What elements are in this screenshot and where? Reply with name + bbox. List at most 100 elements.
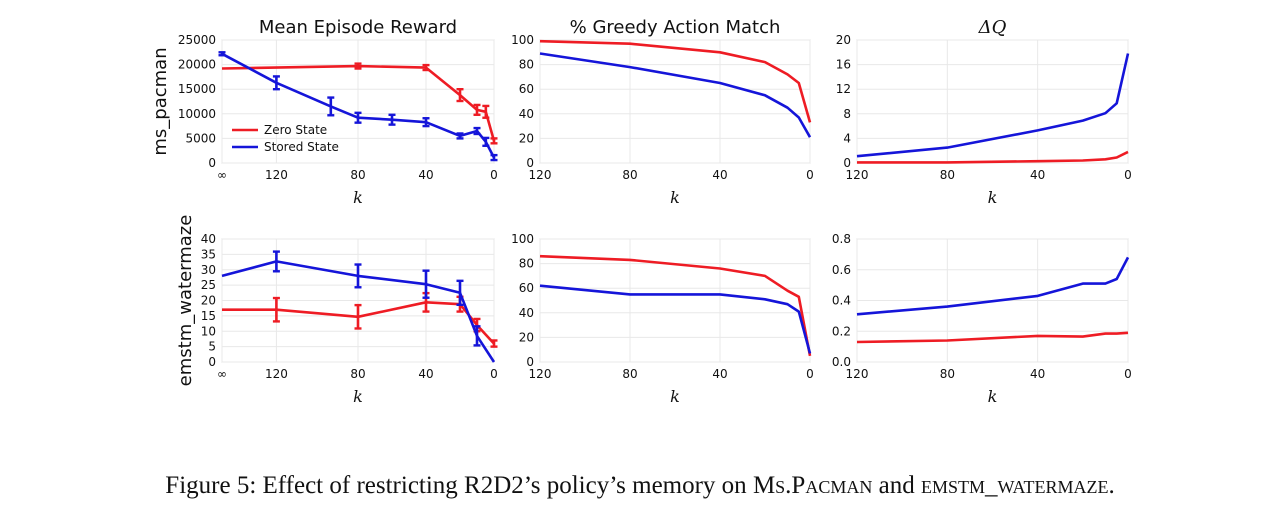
x-tick-label: 40 xyxy=(1030,367,1045,381)
series-line-zero-state xyxy=(539,39,812,123)
x-tick-label: 120 xyxy=(529,367,552,381)
panel-pacman-reward: 0 5000 10000 15000 20000 25000 ∞ 120 80 40 0 k Zero … xyxy=(178,33,498,207)
x-axis-label: k xyxy=(988,387,998,406)
y-tick-label: 0 xyxy=(843,156,851,170)
y-tick-label: 40 xyxy=(201,232,216,246)
y-tick-label: 25000 xyxy=(178,33,216,47)
y-tick-label: 40 xyxy=(519,306,534,320)
series-line-stored-state xyxy=(856,256,1130,316)
y-tick-label: 16 xyxy=(836,58,851,72)
y-tick-label: 0.4 xyxy=(832,294,851,308)
x-axis-label: k xyxy=(670,387,680,406)
panel-watermaze-dq: 0.0 0.2 0.4 0.6 0.8 120 80 40 0 k xyxy=(832,232,1132,406)
y-tick-label: 20 xyxy=(519,330,534,344)
y-tick-label: 12 xyxy=(836,82,851,96)
figure-grid: Mean Episode Reward % Greedy Action Match… xyxy=(150,17,1132,406)
x-tick-label: ∞ xyxy=(217,367,227,381)
y-tick-label: 0 xyxy=(526,355,534,369)
y-tick-label: 0 xyxy=(208,355,216,369)
caption-mid: and xyxy=(872,472,921,499)
x-tick-label: 0 xyxy=(490,168,498,182)
y-tick-label: 20000 xyxy=(178,58,216,72)
column-title-2: % Greedy Action Match xyxy=(570,17,781,38)
caption-suffix: . xyxy=(1108,472,1115,499)
y-tick-label: 60 xyxy=(519,82,534,96)
series-line-zero-state xyxy=(539,254,812,357)
figure-caption: Figure 5: Effect of restricting R2D2’s p… xyxy=(0,472,1280,500)
x-tick-label: 0 xyxy=(1124,168,1132,182)
caption-prefix: Figure 5: Effect of restricting R2D2’s p… xyxy=(165,472,753,499)
x-axis-label: k xyxy=(670,188,680,207)
row-label-1: ms_pacman xyxy=(150,47,171,155)
y-tick-label: 10 xyxy=(201,324,216,338)
y-tick-label: 100 xyxy=(511,33,534,47)
x-tick-label: 80 xyxy=(622,367,637,381)
row-label-2: emstm_watermaze xyxy=(175,215,196,387)
y-tick-label: 0.6 xyxy=(832,263,851,277)
y-tick-label: 4 xyxy=(843,131,851,145)
panel-pacman-match: 0 20 40 60 80 100 120 80 40 0 k xyxy=(511,33,814,207)
y-tick-label: 0.8 xyxy=(832,232,851,246)
x-tick-label: 80 xyxy=(622,168,637,182)
column-title-3: ΔQ xyxy=(978,17,1007,38)
x-tick-label: 0 xyxy=(806,168,814,182)
x-tick-label: 120 xyxy=(529,168,552,182)
x-tick-label: 120 xyxy=(846,168,869,182)
panel-watermaze-match: 0 20 40 60 80 100 120 80 40 0 k xyxy=(511,232,814,406)
series-line-stored-state xyxy=(539,52,812,138)
series-line-zero-state xyxy=(856,331,1129,344)
y-tick-label: 0.0 xyxy=(832,355,851,369)
y-tick-label: 40 xyxy=(519,107,534,121)
y-tick-label: 20 xyxy=(519,131,534,145)
x-tick-label: 0 xyxy=(490,367,498,381)
x-tick-label: 120 xyxy=(265,367,288,381)
y-tick-label: 100 xyxy=(511,232,534,246)
x-tick-label: 0 xyxy=(1124,367,1132,381)
y-tick-label: 35 xyxy=(201,247,216,261)
x-tick-label: 120 xyxy=(265,168,288,182)
x-tick-label: 40 xyxy=(418,367,433,381)
y-tick-label: 15 xyxy=(201,309,216,323)
x-tick-label: 40 xyxy=(1030,168,1045,182)
x-tick-label: ∞ xyxy=(217,168,227,182)
y-tick-label: 20 xyxy=(836,33,851,47)
y-tick-label: 30 xyxy=(201,263,216,277)
y-tick-label: 20 xyxy=(201,294,216,308)
caption-game-2: emstm_watermaze xyxy=(920,472,1109,499)
y-tick-label: 0 xyxy=(208,156,216,170)
legend-label: Stored State xyxy=(264,140,339,154)
series-line-stored-state xyxy=(539,284,812,354)
panel-pacman-dq: 0 4 8 12 16 20 120 80 40 0 k xyxy=(836,33,1132,207)
y-tick-label: 5 xyxy=(208,340,216,354)
legend-label: Zero State xyxy=(264,123,327,137)
x-tick-label: 40 xyxy=(712,367,727,381)
x-tick-label: 40 xyxy=(418,168,433,182)
x-tick-label: 80 xyxy=(350,168,365,182)
column-title-1: Mean Episode Reward xyxy=(259,17,457,38)
x-axis-label: k xyxy=(988,188,998,207)
x-tick-label: 40 xyxy=(712,168,727,182)
x-tick-label: 0 xyxy=(806,367,814,381)
x-tick-label: 80 xyxy=(940,168,955,182)
caption-game-1: Ms.Pacman xyxy=(752,472,873,499)
y-tick-label: 15000 xyxy=(178,82,216,96)
series-line-zero-state xyxy=(857,150,1129,164)
y-tick-label: 8 xyxy=(843,107,851,121)
series-line-stored-state xyxy=(856,53,1130,158)
y-tick-label: 0.2 xyxy=(832,324,851,338)
y-tick-label: 80 xyxy=(519,257,534,271)
legend: Zero State Stored State xyxy=(232,123,339,154)
x-tick-label: 120 xyxy=(846,367,869,381)
x-axis-label: k xyxy=(353,387,363,406)
y-tick-label: 5000 xyxy=(185,131,216,145)
y-tick-label: 10000 xyxy=(178,107,216,121)
x-axis-label: k xyxy=(353,188,363,207)
y-tick-label: 0 xyxy=(526,156,534,170)
series-line-stored-state xyxy=(221,52,496,159)
y-tick-label: 25 xyxy=(201,278,216,292)
x-tick-label: 80 xyxy=(940,367,955,381)
plot-area xyxy=(856,39,1129,164)
y-tick-label: 60 xyxy=(519,281,534,295)
y-tick-label: 80 xyxy=(519,58,534,72)
